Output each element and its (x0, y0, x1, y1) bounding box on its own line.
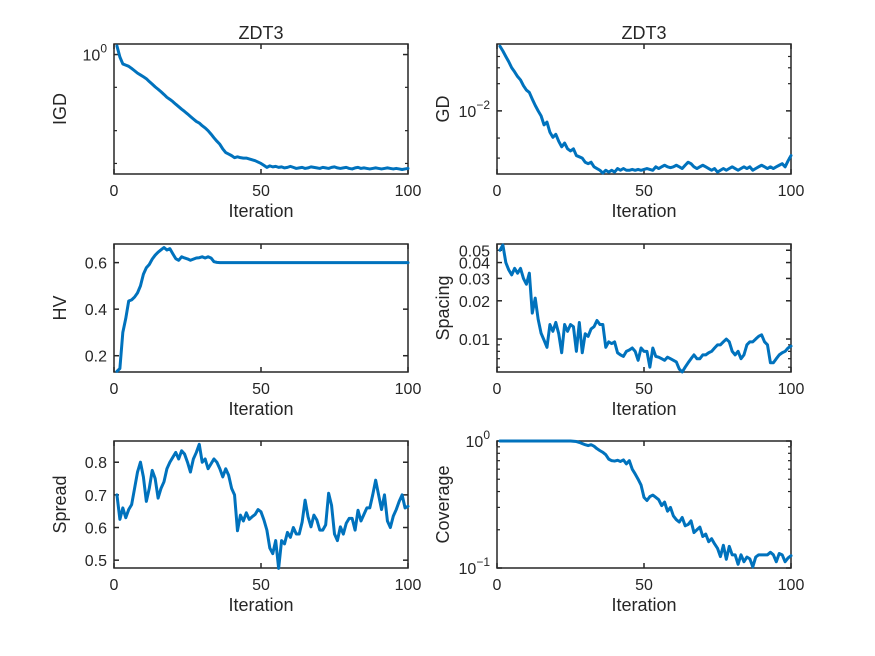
y-tick-label: 100 (83, 42, 108, 65)
y-tick-label: 10−2 (459, 98, 491, 121)
subplot-spacing: 0 50 100 0.050.040.03 0.02 0.01 Iteration Spaci… (433, 243, 804, 419)
x-tick-label: 100 (778, 183, 805, 200)
hv-line (115, 245, 410, 373)
axes-box (496, 440, 792, 569)
x-axis-label: Iteration (228, 595, 293, 615)
spacing-line (498, 243, 793, 374)
y-axis-label: GD (433, 95, 453, 122)
gd-line (498, 44, 793, 175)
x-tick-label: 100 (395, 577, 422, 594)
igd-line (115, 44, 410, 171)
y-tick-label: 0.6 (85, 521, 107, 538)
x-axis-label: Iteration (228, 399, 293, 419)
y-tick-label: 10−1 (459, 555, 491, 578)
x-axis-label: Iteration (611, 595, 676, 615)
y-tick-label: 0.2 (85, 349, 107, 366)
subplot-spread: 0 50 100 0.5 0.6 0.7 0.8 Iteration Spread (50, 440, 422, 615)
x-tick-label: 100 (395, 183, 422, 200)
y-axis-label: Spread (50, 475, 70, 533)
y-tick-label: 0.02 (459, 294, 490, 311)
x-axis-label: Iteration (228, 201, 293, 221)
subplot-title: ZDT3 (239, 23, 284, 43)
x-tick-label: 50 (252, 381, 270, 398)
x-tick-label: 50 (635, 577, 653, 594)
y-tick-label: 0.6 (85, 256, 107, 273)
subplot-hv: 0 50 100 0.2 0.4 0.6 Iteration HV (50, 243, 422, 419)
y-tick-label: 0.7 (85, 488, 107, 505)
subplot-gd: 0 50 100 10−2 ZDT3 Iteration GD (433, 23, 804, 221)
x-tick-label: 0 (493, 381, 502, 398)
x-tick-label: 100 (778, 577, 805, 594)
y-tick-label: 0.8 (85, 455, 107, 472)
x-tick-label: 0 (110, 381, 119, 398)
y-axis-label: Coverage (433, 465, 453, 543)
y-tick-label: 0.03 (459, 271, 490, 288)
y-tick-label: 100 (466, 428, 491, 451)
x-tick-label: 50 (252, 183, 270, 200)
subplot-title: ZDT3 (622, 23, 667, 43)
x-axis-label: Iteration (611, 399, 676, 419)
x-tick-label: 100 (395, 381, 422, 398)
y-axis-label: HV (50, 295, 70, 320)
x-tick-label: 100 (778, 381, 805, 398)
y-axis-label: IGD (50, 93, 70, 125)
y-tick-label: 0.05 (459, 243, 490, 260)
x-tick-label: 50 (635, 381, 653, 398)
x-tick-label: 0 (110, 183, 119, 200)
y-tick-label: 0.4 (85, 302, 107, 319)
x-tick-label: 0 (110, 577, 119, 594)
x-tick-label: 0 (493, 577, 502, 594)
spread-line (115, 442, 410, 570)
x-tick-label: 50 (635, 183, 653, 200)
y-tick-label: 0.04 (459, 256, 490, 273)
axes-box (113, 440, 409, 569)
x-axis-label: Iteration (611, 201, 676, 221)
subplot-coverage: 0 50 100 100 10−1 Iteration Coverage (433, 428, 804, 615)
y-tick-label: 0.5 (85, 553, 107, 570)
x-tick-label: 0 (493, 183, 502, 200)
y-tick-label: 0.01 (459, 332, 490, 349)
axes-box (496, 43, 792, 175)
coverage-line (498, 439, 793, 569)
subplot-igd: 0 50 100 100 ZDT3 Iteration IGD (50, 23, 421, 221)
axes-box (113, 43, 409, 175)
x-tick-label: 50 (252, 577, 270, 594)
y-axis-label: Spacing (433, 275, 453, 340)
